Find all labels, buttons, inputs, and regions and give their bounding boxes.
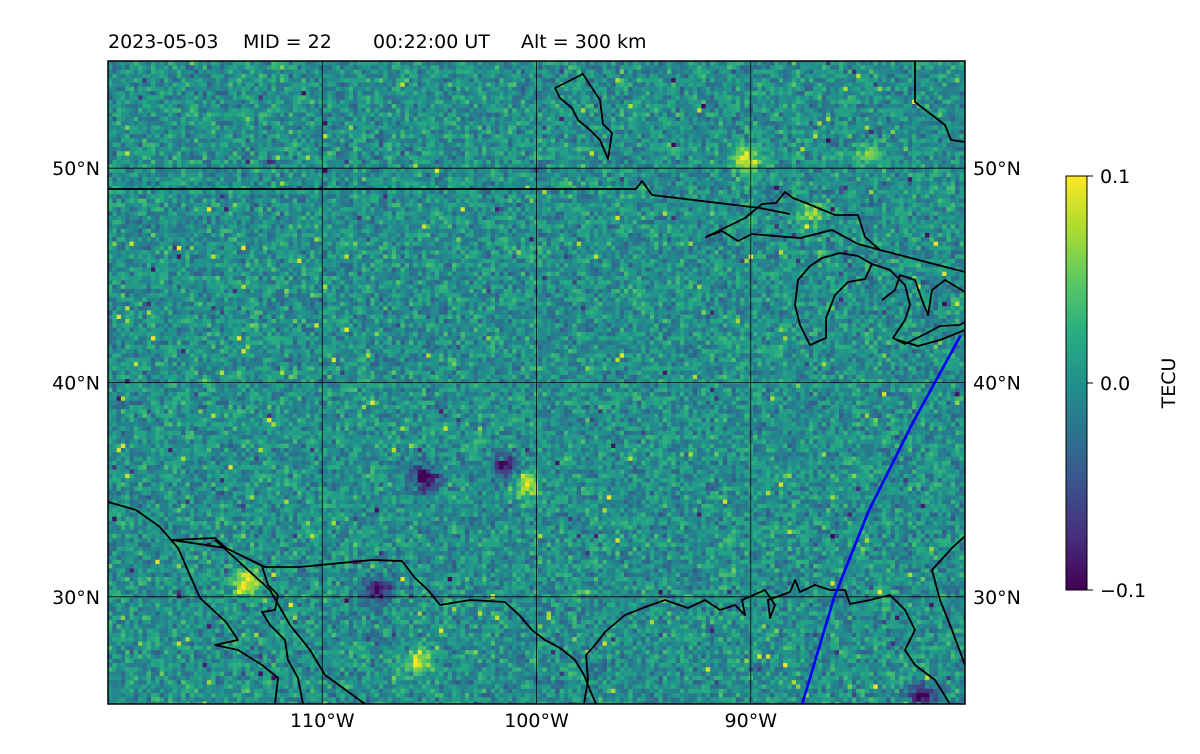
colorbar-ticks: 0.1 0.0 −0.1 <box>1087 166 1146 602</box>
colorbar-label: TECU <box>1158 358 1180 410</box>
lat-tick-label-right: 40°N <box>973 373 1021 395</box>
lon-tick-label: 100°W <box>504 710 569 732</box>
title-mid: MID = 22 <box>243 31 332 53</box>
colorbar-tick-label: −0.1 <box>1100 580 1146 602</box>
title-alt: Alt = 300 km <box>521 31 647 53</box>
colorbar-tick-label: 0.1 <box>1100 166 1130 188</box>
lat-tick-label-left: 40°N <box>52 373 100 395</box>
lon-tick-label: 90°W <box>725 710 778 732</box>
colorbar-tick-label: 0.0 <box>1100 373 1130 395</box>
lat-tick-label-right: 30°N <box>973 587 1021 609</box>
colorbar-ramp <box>1066 176 1087 590</box>
title-time: 00:22:00 UT <box>373 31 490 53</box>
lat-tick-label-right: 50°N <box>973 158 1021 180</box>
tec-heatmap <box>108 61 968 706</box>
lat-tick-label-left: 50°N <box>52 158 100 180</box>
lon-tick-label: 110°W <box>290 710 355 732</box>
lat-tick-label-left: 30°N <box>52 587 100 609</box>
title-date: 2023-05-03 <box>108 31 218 53</box>
